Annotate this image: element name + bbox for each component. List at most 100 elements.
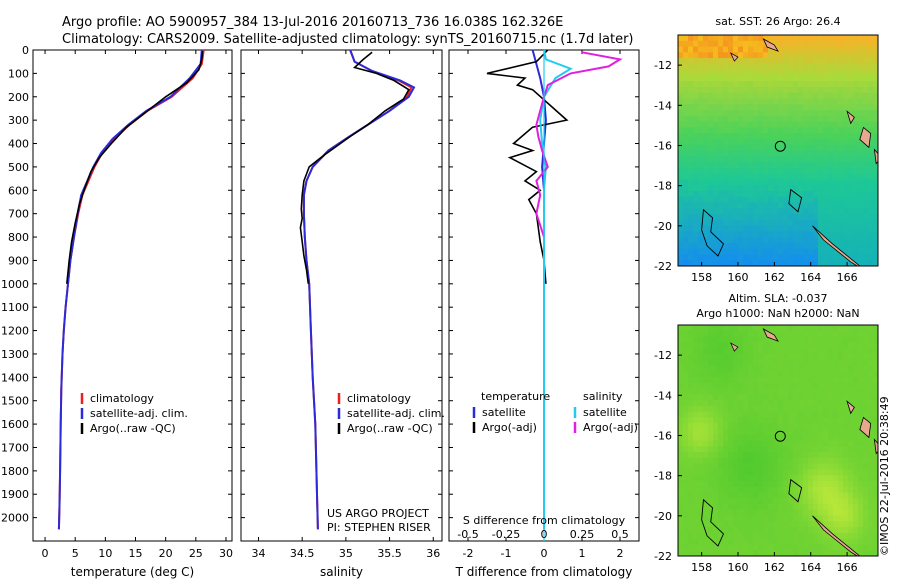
y-tick-label: 300 bbox=[8, 114, 29, 127]
y-tick-label: 1500 bbox=[1, 395, 29, 408]
x-tick-label: 5 bbox=[72, 547, 79, 560]
y-tick-label: 200 bbox=[8, 91, 29, 104]
y-tick-label: 1400 bbox=[1, 371, 29, 384]
x-tick-label: 0 bbox=[42, 547, 49, 560]
x-axis-label-bottom: T difference from climatology bbox=[455, 565, 633, 579]
x-tick-label: -2 bbox=[463, 547, 474, 560]
island-shape bbox=[873, 438, 878, 455]
legend-label: satellite bbox=[482, 406, 526, 419]
y-tick-label: -20 bbox=[654, 510, 672, 523]
x-tick-label: 35 bbox=[339, 547, 353, 560]
solomon-island-shape bbox=[762, 328, 779, 342]
x-tick-label: 162 bbox=[764, 271, 785, 284]
top-tick-label: 0.5 bbox=[611, 528, 629, 541]
legend-label: Argo(-adj) bbox=[482, 421, 537, 434]
figure-title-line2: Climatology: CARS2009. Satellite-adjuste… bbox=[62, 32, 634, 47]
series-line bbox=[535, 51, 623, 238]
new-caledonia-shape bbox=[812, 515, 861, 556]
legend-label: Argo(-adj) bbox=[583, 421, 638, 434]
island-shape bbox=[729, 52, 739, 62]
y-tick-label: 100 bbox=[8, 67, 29, 80]
map-frame bbox=[677, 324, 879, 557]
legend-label: satellite bbox=[583, 406, 627, 419]
x-tick-label: 160 bbox=[728, 271, 749, 284]
y-tick-label: -16 bbox=[654, 139, 672, 152]
x-tick-label: 20 bbox=[159, 547, 173, 560]
legend-label: Argo(..raw -QC) bbox=[347, 422, 433, 435]
sla-map-panel: 158 160 162 164 166 -12 -14 -16 -18 -20 -22 Altim. … bbox=[654, 292, 879, 574]
top-tick-label: -0.25 bbox=[492, 528, 520, 541]
x-tick-label: 15 bbox=[129, 547, 143, 560]
y-tick-label: 500 bbox=[8, 161, 29, 174]
new-caledonia-shape bbox=[812, 225, 861, 266]
vanuatu-shape bbox=[859, 416, 872, 439]
series-line bbox=[57, 49, 203, 530]
legend-header: temperature bbox=[481, 390, 550, 403]
top-tick-label: 0 bbox=[541, 528, 548, 541]
legend-label: climatology bbox=[90, 392, 154, 405]
difference-panel: -2 -1 0 1 2 T difference from climatology S di… bbox=[448, 49, 640, 579]
y-tick-label: 1700 bbox=[1, 441, 29, 454]
solomon-island-shape bbox=[762, 38, 779, 52]
y-tick-label: 700 bbox=[8, 208, 29, 221]
y-tick-label: 1600 bbox=[1, 418, 29, 431]
legend-header: salinity bbox=[583, 390, 623, 403]
x-tick-label: 30 bbox=[219, 547, 233, 560]
y-tick-label: -12 bbox=[654, 349, 672, 362]
series-line bbox=[66, 51, 204, 284]
island-shape bbox=[846, 400, 855, 415]
y-tick-label: 400 bbox=[8, 138, 29, 151]
reef-outline bbox=[788, 478, 803, 503]
y-tick-label: 2000 bbox=[1, 512, 29, 525]
island-shape bbox=[846, 110, 855, 125]
legend-label: satellite-adj. clim. bbox=[90, 407, 188, 420]
y-tick-label: 1000 bbox=[1, 278, 29, 291]
reef-outline bbox=[701, 498, 724, 547]
map-field bbox=[678, 35, 878, 266]
annotation-line: PI: STEPHEN RISER bbox=[327, 521, 431, 534]
salinity-frame bbox=[240, 49, 443, 542]
y-tick-label: 1200 bbox=[1, 325, 29, 338]
top-tick-label: -0.5 bbox=[457, 528, 478, 541]
x-tick-label: -1 bbox=[501, 547, 512, 560]
temperature-frame bbox=[32, 49, 233, 542]
x-axis-label-top: S difference from climatology bbox=[463, 514, 626, 527]
top-tick-label: 0.25 bbox=[570, 528, 595, 541]
x-tick-label: 35.5 bbox=[377, 547, 402, 560]
x-tick-label: 25 bbox=[189, 547, 203, 560]
x-tick-label: 34.5 bbox=[290, 547, 315, 560]
reef-outline bbox=[701, 208, 724, 257]
legend-label: climatology bbox=[347, 392, 411, 405]
y-tick-label: -12 bbox=[654, 59, 672, 72]
argo-location-marker bbox=[774, 430, 786, 442]
x-axis-label: salinity bbox=[320, 565, 363, 579]
map-frame bbox=[677, 34, 879, 267]
y-tick-label: -18 bbox=[654, 180, 672, 193]
series-line bbox=[302, 49, 413, 530]
annotation-line: US ARGO PROJECT bbox=[327, 507, 429, 520]
island-shape bbox=[729, 342, 739, 352]
x-tick-label: 0 bbox=[541, 547, 548, 560]
y-tick-label: -18 bbox=[654, 470, 672, 483]
x-tick-label: 162 bbox=[764, 561, 785, 574]
x-tick-label: 164 bbox=[800, 561, 821, 574]
y-tick-label: -14 bbox=[654, 389, 672, 402]
y-tick-label: -16 bbox=[654, 429, 672, 442]
y-tick-label: 1900 bbox=[1, 488, 29, 501]
x-tick-label: 2 bbox=[617, 547, 624, 560]
map-title: Altim. SLA: -0.037 bbox=[728, 292, 827, 305]
y-tick-label: 600 bbox=[8, 184, 29, 197]
y-tick-label: -22 bbox=[654, 550, 672, 563]
map-title: sat. SST: 26 Argo: 26.4 bbox=[715, 15, 840, 28]
y-tick-label: 1300 bbox=[1, 348, 29, 361]
x-tick-label: 36 bbox=[426, 547, 440, 560]
x-tick-label: 158 bbox=[691, 561, 712, 574]
series-line bbox=[299, 51, 410, 284]
x-tick-label: 34 bbox=[251, 547, 265, 560]
y-tick-label: 900 bbox=[8, 254, 29, 267]
vanuatu-shape bbox=[859, 126, 872, 149]
argo-location-marker bbox=[774, 140, 786, 152]
x-tick-label: 158 bbox=[691, 271, 712, 284]
x-tick-label: 166 bbox=[837, 561, 858, 574]
